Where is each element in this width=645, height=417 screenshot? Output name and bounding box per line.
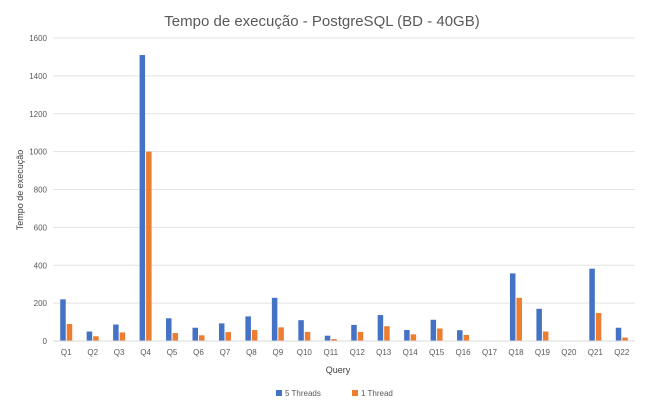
y-tick-label: 1400 [29,72,47,81]
bar-Q11-series-1 [324,335,331,341]
legend: 5 Threads 1 Thread [276,389,393,398]
x-tick-label: Q4 [140,348,151,357]
bar-Q6-series-2 [199,335,205,341]
bar-Q21-series-2 [595,312,602,341]
x-tick-label: Q22 [614,348,630,357]
legend-label: 1 Thread [361,389,393,398]
bars [60,55,628,341]
bar-Q10-series-1 [298,320,304,341]
y-tick-label: 800 [34,186,48,195]
x-tick-label: Q13 [376,348,392,357]
x-tick-label: Q10 [297,348,313,357]
bar-Q8-series-2 [251,330,258,341]
x-tick-label: Q3 [114,348,125,357]
x-tick-label: Q21 [588,348,604,357]
y-tick-label: 200 [34,299,48,308]
bar-Q5-series-1 [166,318,172,341]
x-tick-label: Q20 [561,348,577,357]
bar-Q19-series-1 [536,308,542,341]
x-tick-label: Q12 [350,348,366,357]
x-tick-label: Q6 [193,348,204,357]
bar-Q18-series-2 [516,297,522,341]
legend-swatch [276,390,282,396]
y-axis-label: Tempo de execução [15,150,25,231]
x-axis-ticks: Q1 Q2 Q3 Q4 Q5 Q6 Q7 Q8 Q9 Q10 Q11 Q12 Q13 Q14 Q15 Q16 Q… [61,348,630,357]
x-tick-label: Q1 [61,348,72,357]
bar-Q15-series-1 [430,319,437,341]
bar-Q8-series-1 [245,316,251,341]
x-tick-label: Q7 [220,348,231,357]
bar-Q13-series-2 [384,326,390,341]
x-tick-label: Q9 [273,348,284,357]
bar-Q3-series-1 [113,324,119,341]
bar-Q10-series-2 [304,331,311,341]
bar-Q11-series-2 [331,339,337,341]
bar-Q16-series-2 [463,334,470,341]
bar-Q4-series-1 [139,55,146,341]
x-tick-label: Q2 [87,348,98,357]
bar-Q22-series-1 [615,327,622,341]
x-axis-label: Query [326,365,351,375]
bar-Q4-series-2 [146,151,152,341]
y-tick-label: 1600 [29,34,47,43]
bar-Q7-series-1 [218,323,225,341]
bar-Q13-series-1 [377,315,384,341]
bar-Q1-series-1 [60,299,66,341]
bar-Q14-series-2 [410,334,417,341]
y-tick-label: 1200 [29,110,47,119]
legend-swatch [352,390,358,396]
bar-Q12-series-2 [357,331,364,341]
x-tick-label: Q5 [167,348,178,357]
y-tick-label: 0 [43,337,48,346]
bar-Q3-series-2 [119,332,126,341]
x-tick-label: Q17 [482,348,498,357]
legend-label: 5 Threads [285,389,321,398]
bar-Q16-series-1 [457,330,463,341]
y-tick-label: 400 [34,261,48,270]
x-tick-label: Q19 [535,348,551,357]
x-tick-label: Q16 [455,348,471,357]
bar-Q5-series-2 [172,333,179,341]
chart-title: Tempo de execução - PostgreSQL (BD - 40G… [164,13,479,30]
x-tick-label: Q8 [246,348,257,357]
x-tick-label: Q18 [508,348,524,357]
x-tick-label: Q15 [429,348,445,357]
bar-Q9-series-2 [278,327,284,341]
bar-Q7-series-2 [225,332,231,341]
bar-Q2-series-1 [86,331,93,341]
x-tick-label: Q14 [403,348,419,357]
bar-Q12-series-1 [351,324,357,341]
y-tick-label: 600 [34,223,48,232]
bar-Q21-series-1 [589,268,595,341]
bar-Q14-series-1 [404,330,410,341]
x-tick-label: Q11 [324,348,339,357]
bar-Q9-series-1 [271,297,278,341]
y-tick-label: 1000 [29,148,47,157]
bar-Q15-series-2 [437,328,443,341]
bar-Q6-series-1 [192,327,198,341]
bar-Q2-series-2 [93,336,99,341]
y-axis-ticks: 0 200 400 600 800 1000 1200 1400 1600 [29,34,47,346]
bar-Q19-series-2 [542,331,549,341]
bar-Q18-series-1 [509,273,516,341]
bar-Q1-series-2 [66,323,73,341]
bar-Q22-series-2 [622,337,628,341]
